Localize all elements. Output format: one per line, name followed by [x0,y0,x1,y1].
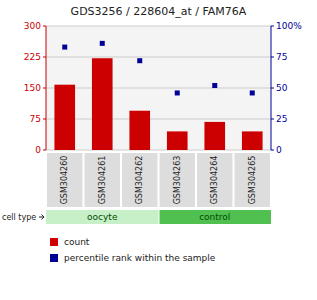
group-axis-label: cell type [2,213,36,222]
y2-tick [271,88,274,89]
bar [92,58,113,150]
y2-tick [271,57,274,58]
legend-label: percentile rank within the sample [64,253,216,263]
category-label: GSM304262 [135,156,144,205]
legend-label: count [64,237,90,247]
category-label: GSM304260 [60,156,69,205]
plot-background [46,26,271,150]
bar [129,111,150,150]
group-arrow [39,215,44,220]
bar [204,122,225,150]
grid-line [46,88,271,89]
category-label: GSM304263 [173,156,182,205]
group-band [46,210,159,224]
sample-box [47,153,83,207]
group-label: control [199,212,230,222]
y2-tick-label: 50 [276,83,288,93]
y-tick-label: 225 [24,52,41,62]
bar [242,131,263,150]
y2-tick-label: 100% [276,21,302,31]
sample-box [85,153,121,207]
category-label: GSM304264 [210,156,219,205]
title: GDS3256 / 228604_at / FAM76A [71,5,247,18]
y2-tick [271,26,274,27]
y-tick [43,119,46,120]
y-tick [43,26,46,27]
y-tick [43,150,46,151]
sample-box [122,153,158,207]
point [137,58,142,63]
sample-box [160,153,196,207]
y-tick [43,88,46,89]
grid-line [46,57,271,58]
sample-box [197,153,233,207]
chart: GDS3256 / 228604_at / FAM76A 0 75 150 225 300… [0,0,317,300]
bar [54,85,75,150]
y-tick-label: 150 [24,83,41,93]
grid-line [46,119,271,120]
group-label: oocyte [87,212,118,222]
grid-line [46,26,271,27]
y-tick [43,57,46,58]
y-tick-label: 0 [35,145,41,155]
marks [54,41,262,150]
group-band [160,210,272,224]
bar [167,131,188,150]
point [100,41,105,46]
y2-tick-label: 25 [276,114,287,124]
y2-tick [271,150,274,151]
point [175,90,180,95]
category-label: GSM304265 [248,156,257,205]
point [250,90,255,95]
y-tick-label: 300 [24,21,41,31]
y-tick-label: 75 [30,114,41,124]
sample-box [235,153,271,207]
legend-swatch [50,254,58,262]
y2-tick [271,119,274,120]
y2-tick-label: 75 [276,52,287,62]
point [212,83,217,88]
point [62,45,67,50]
legend-swatch [50,238,58,246]
y2-tick-label: 0 [276,145,282,155]
category-label: GSM304261 [98,156,107,205]
grid-line [46,150,271,151]
